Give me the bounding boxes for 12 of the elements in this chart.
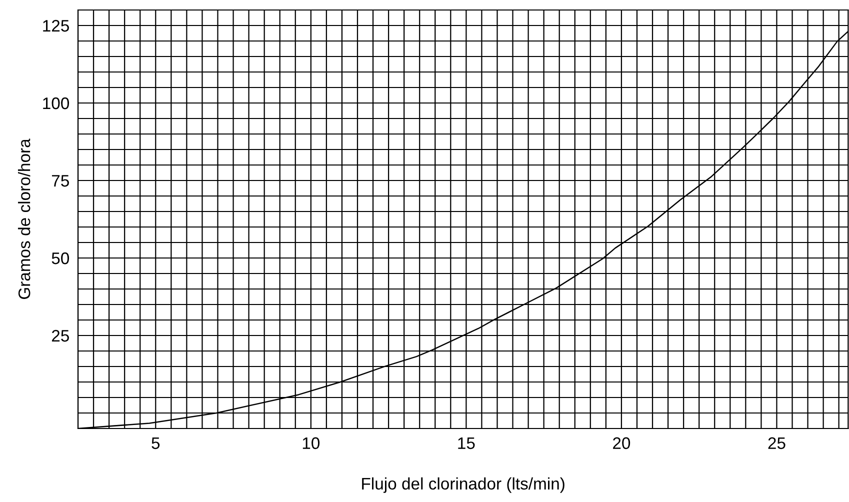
y-tick-label: 25 [52, 330, 69, 342]
y-tick-label: 75 [52, 175, 69, 187]
x-tick-label: 25 [768, 437, 786, 450]
x-tick-label: 20 [613, 437, 630, 450]
x-tick-label: 5 [152, 437, 160, 450]
y-tick-label: 50 [52, 252, 70, 264]
x-axis-title: Flujo del clorinador (lts/min) [362, 477, 564, 493]
y-tick-label: 125 [43, 20, 69, 32]
y-axis-title: Gramos de cloro/hora [18, 138, 30, 299]
x-tick-label: 15 [458, 437, 475, 450]
x-tick-label: 10 [302, 437, 320, 450]
y-tick-label: 100 [43, 97, 70, 110]
